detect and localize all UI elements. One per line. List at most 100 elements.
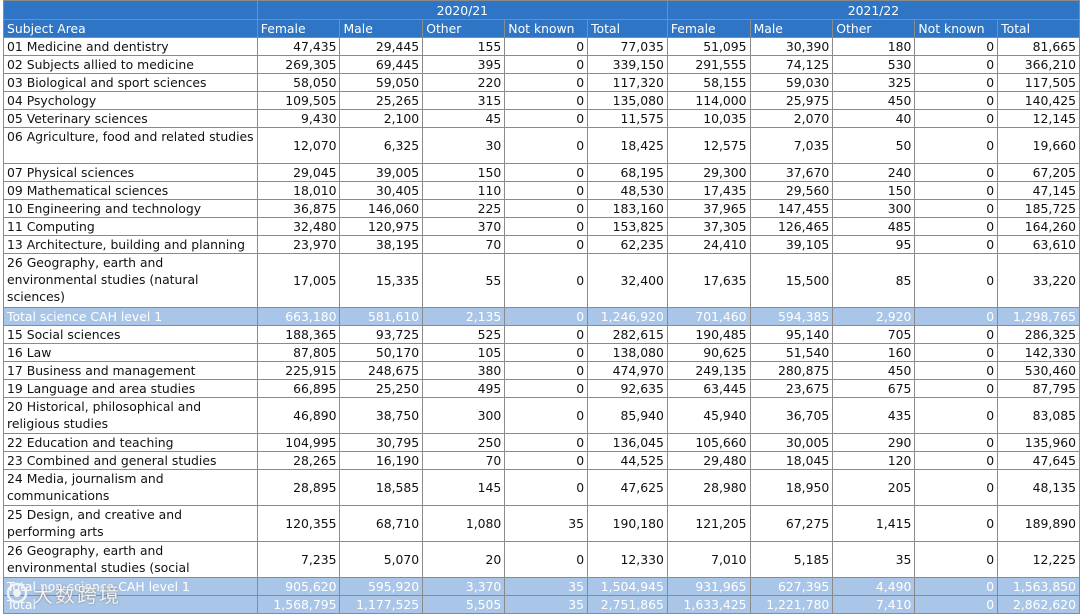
- value-cell: 325: [832, 73, 916, 92]
- subject-cell: 06 Agriculture, food and related studies: [3, 127, 258, 164]
- value-cell: 1,415: [832, 505, 916, 542]
- value-cell: 190,180: [587, 505, 668, 542]
- value-cell: 18,585: [339, 469, 424, 506]
- value-cell: 485: [832, 217, 916, 236]
- value-cell: 12,145: [997, 109, 1080, 128]
- value-cell: 0: [914, 541, 999, 578]
- value-cell: 142,330: [997, 343, 1080, 362]
- subject-cell: 22 Education and teaching: [3, 433, 258, 452]
- value-cell: 0: [504, 325, 589, 344]
- subject-cell: 23 Combined and general studies: [3, 451, 258, 470]
- value-cell: 90,625: [666, 343, 751, 362]
- value-cell: 25,265: [339, 91, 424, 110]
- value-cell: 59,030: [749, 73, 834, 92]
- value-cell: 35: [832, 541, 916, 578]
- value-cell: 164,260: [997, 217, 1080, 236]
- value-cell: 105,660: [666, 433, 751, 452]
- value-cell: 1,080: [422, 505, 506, 542]
- grand-total-row: Total 1,568,795 1,177,525 5,505 35 2,751,865 1…: [3, 595, 1080, 614]
- value-cell: 29,045: [256, 163, 341, 182]
- value-cell: 0: [914, 163, 999, 182]
- value-cell: 180: [832, 37, 916, 56]
- value-cell: 36,705: [749, 397, 834, 434]
- subject-cell: 03 Biological and sport sciences: [3, 73, 258, 92]
- value-cell: 0: [504, 37, 589, 56]
- value-cell: 701,460: [666, 307, 751, 326]
- subject-cell: 19 Language and area studies: [3, 379, 258, 398]
- table-row: 24 Media, journalism and communications 2…: [3, 469, 1080, 506]
- value-cell: 435: [832, 397, 916, 434]
- value-cell: 2,920: [832, 307, 916, 326]
- value-cell: 37,670: [749, 163, 834, 182]
- col-header-other: Other: [832, 19, 916, 38]
- subject-cell: 25 Design, and creative and performing a…: [3, 505, 258, 542]
- value-cell: 47,625: [587, 469, 668, 506]
- value-cell: 0: [914, 91, 999, 110]
- value-cell: 67,205: [997, 163, 1080, 182]
- value-cell: 0: [914, 55, 999, 74]
- value-cell: 190,485: [666, 325, 751, 344]
- value-cell: 136,045: [587, 433, 668, 452]
- value-cell: 147,455: [749, 199, 834, 218]
- value-cell: 30,405: [339, 181, 424, 200]
- value-cell: 594,385: [749, 307, 834, 326]
- value-cell: 87,795: [997, 379, 1080, 398]
- value-cell: 117,320: [587, 73, 668, 92]
- value-cell: 25,250: [339, 379, 424, 398]
- value-cell: 240: [832, 163, 916, 182]
- value-cell: 705: [832, 325, 916, 344]
- value-cell: 77,035: [587, 37, 668, 56]
- value-cell: 474,970: [587, 361, 668, 380]
- table-row: 22 Education and teaching 104,995 30,795 25…: [3, 433, 1080, 452]
- value-cell: 117,505: [997, 73, 1080, 92]
- value-cell: 62,235: [587, 235, 668, 254]
- value-cell: 0: [914, 379, 999, 398]
- value-cell: 85,940: [587, 397, 668, 434]
- value-cell: 0: [504, 109, 589, 128]
- value-cell: 81,665: [997, 37, 1080, 56]
- value-cell: 28,980: [666, 469, 751, 506]
- value-cell: 2,100: [339, 109, 424, 128]
- value-cell: 24,410: [666, 235, 751, 254]
- value-cell: 0: [504, 217, 589, 236]
- value-cell: 250: [422, 433, 506, 452]
- value-cell: 2,135: [422, 307, 506, 326]
- value-cell: 0: [504, 379, 589, 398]
- value-cell: 126,465: [749, 217, 834, 236]
- value-cell: 110: [422, 181, 506, 200]
- col-header-total: Total: [997, 19, 1080, 38]
- value-cell: 905,620: [256, 577, 341, 596]
- value-cell: 291,555: [666, 55, 751, 74]
- value-cell: 47,645: [997, 451, 1080, 470]
- value-cell: 18,950: [749, 469, 834, 506]
- value-cell: 0: [914, 37, 999, 56]
- value-cell: 120,355: [256, 505, 341, 542]
- value-cell: 0: [914, 217, 999, 236]
- value-cell: 85: [832, 253, 916, 308]
- value-cell: 183,160: [587, 199, 668, 218]
- value-cell: 58,155: [666, 73, 751, 92]
- subject-cell: 10 Engineering and technology: [3, 199, 258, 218]
- subject-cell: 24 Media, journalism and communications: [3, 469, 258, 506]
- subject-cell: 26 Geography, earth and environmental st…: [3, 541, 258, 578]
- value-cell: 6,325: [339, 127, 424, 164]
- value-cell: 47,435: [256, 37, 341, 56]
- subject-cell: 13 Architecture, building and planning: [3, 235, 258, 254]
- value-cell: 32,400: [587, 253, 668, 308]
- value-cell: 67,275: [749, 505, 834, 542]
- value-cell: 581,610: [339, 307, 424, 326]
- col-header-male: Male: [749, 19, 834, 38]
- value-cell: 0: [504, 541, 589, 578]
- table-row: 19 Language and area studies 66,895 25,250…: [3, 379, 1080, 398]
- value-cell: 59,050: [339, 73, 424, 92]
- value-cell: 36,875: [256, 199, 341, 218]
- value-cell: 530: [832, 55, 916, 74]
- table-row: 25 Design, and creative and performing a…: [3, 505, 1080, 542]
- table-row: 05 Veterinary sciences 9,430 2,100 45 0 11,57…: [3, 109, 1080, 128]
- value-cell: 30,005: [749, 433, 834, 452]
- value-cell: 4,490: [832, 577, 916, 596]
- value-cell: 68,710: [339, 505, 424, 542]
- value-cell: 44,525: [587, 451, 668, 470]
- value-cell: 249,135: [666, 361, 751, 380]
- value-cell: 23,970: [256, 235, 341, 254]
